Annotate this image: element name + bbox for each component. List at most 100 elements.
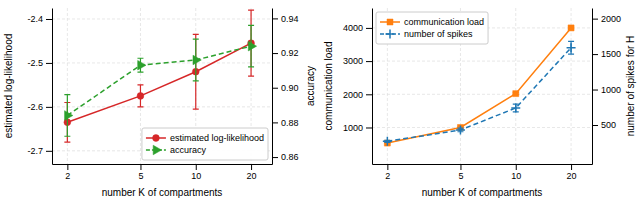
chart-container: 251020-2.7-2.6-2.5-2.40.860.880.900.920.…: [0, 0, 640, 202]
tick: 1000: [343, 123, 372, 133]
tick: 10: [191, 164, 201, 181]
series: [64, 25, 256, 136]
tick: 0.92: [272, 48, 299, 58]
grid: [52, 8, 272, 164]
panel: 251020-2.7-2.6-2.5-2.40.860.880.900.920.…: [3, 8, 316, 198]
legend-label: number of spikes: [404, 29, 473, 39]
tick-mark: [592, 90, 598, 91]
tick-label: 2: [65, 171, 70, 181]
panel: 2510201000200030004000500100015002000num…: [323, 8, 636, 198]
tick-mark: [366, 28, 372, 29]
tick: 2: [65, 164, 70, 181]
y-axis-title: estimated log-likelihood: [3, 34, 14, 139]
line: [67, 43, 251, 122]
grid-line: [372, 61, 592, 62]
tick: 10: [511, 164, 521, 181]
tick: 2000: [592, 14, 621, 24]
tick-mark: [460, 164, 461, 170]
tick-mark: [272, 88, 278, 89]
legend-marker: [153, 145, 161, 155]
point: [138, 60, 146, 70]
point: [248, 41, 256, 51]
tick: 5: [138, 164, 143, 181]
axis-line: [53, 164, 273, 165]
tick: 0.86: [272, 152, 299, 162]
tick-label: -2.6: [27, 102, 43, 112]
axis-line: [372, 9, 373, 165]
tick: 2: [385, 164, 390, 181]
y2-axis-title: accuracy: [305, 66, 316, 106]
axis-line: [272, 9, 273, 165]
point: [513, 91, 519, 97]
tick-label: -2.7: [27, 146, 43, 156]
axis-line: [373, 164, 593, 165]
point: [567, 43, 576, 52]
tick: 3000: [343, 56, 372, 66]
chart-svg: 251020-2.7-2.6-2.5-2.40.860.880.900.920.…: [0, 0, 640, 202]
tick-label: 1000: [343, 123, 363, 133]
y2-axis-title: number of spikes for H: [625, 36, 636, 137]
axis-line: [52, 9, 53, 165]
tick-label: 20: [247, 171, 257, 181]
series: [64, 10, 254, 142]
tick: 500: [592, 120, 616, 130]
y-axis-title: communication load: [323, 42, 334, 131]
tick-label: 0.88: [281, 118, 299, 128]
tick-label: 5: [458, 171, 463, 181]
tick: 20: [567, 164, 577, 181]
tick: 0.94: [272, 14, 299, 24]
tick-label: 2: [385, 171, 390, 181]
legend-marker: [153, 135, 160, 142]
tick-label: 0.92: [281, 48, 299, 58]
plot-area: [64, 10, 257, 142]
x-axis-title: number K of compartments: [422, 187, 543, 198]
grid-line: [515, 8, 516, 164]
tick-mark: [46, 151, 52, 152]
tick: 0.88: [272, 118, 299, 128]
point: [383, 137, 392, 146]
legend-marker: [386, 30, 395, 39]
tick-label: 3000: [343, 56, 363, 66]
tick: -2.5: [27, 58, 52, 68]
tick-mark: [516, 164, 517, 170]
tick-mark: [46, 63, 52, 64]
y2-axis: 0.860.880.900.920.94: [272, 9, 299, 165]
y2-axis: 500100015002000: [592, 9, 621, 165]
tick-mark: [366, 127, 372, 128]
tick-mark: [366, 94, 372, 95]
legend-label: accuracy: [170, 145, 207, 155]
tick-mark: [592, 19, 598, 20]
grid-line: [52, 106, 272, 107]
grid-line: [372, 94, 592, 95]
x-axis: 2 5 10 20: [373, 164, 593, 181]
tick: 1500: [592, 49, 621, 59]
tick: 4000: [343, 23, 372, 33]
tick-mark: [272, 18, 278, 19]
tick-mark: [272, 122, 278, 123]
tick: -2.4: [27, 14, 52, 24]
line: [387, 48, 571, 142]
grid-line: [52, 62, 272, 63]
legend-marker: [387, 19, 393, 25]
tick-mark: [571, 164, 572, 170]
grid-line: [52, 18, 272, 19]
tick-mark: [592, 54, 598, 55]
line: [387, 28, 571, 143]
tick-mark: [140, 164, 141, 170]
error-bar: [137, 85, 143, 107]
tick-label: 20: [567, 171, 577, 181]
point: [568, 25, 574, 31]
grid-line: [571, 8, 572, 164]
grid-line: [372, 127, 592, 128]
tick: 2000: [343, 90, 372, 100]
tick-mark: [272, 53, 278, 54]
tick-label: 10: [191, 171, 201, 181]
error-bar: [193, 34, 199, 109]
tick: 20: [247, 164, 257, 181]
legend-box: [376, 12, 488, 44]
x-axis-title: number K of compartments: [102, 187, 223, 198]
axis-line: [592, 9, 593, 165]
tick-label: 10: [511, 171, 521, 181]
point: [137, 93, 144, 100]
line: [67, 46, 251, 115]
